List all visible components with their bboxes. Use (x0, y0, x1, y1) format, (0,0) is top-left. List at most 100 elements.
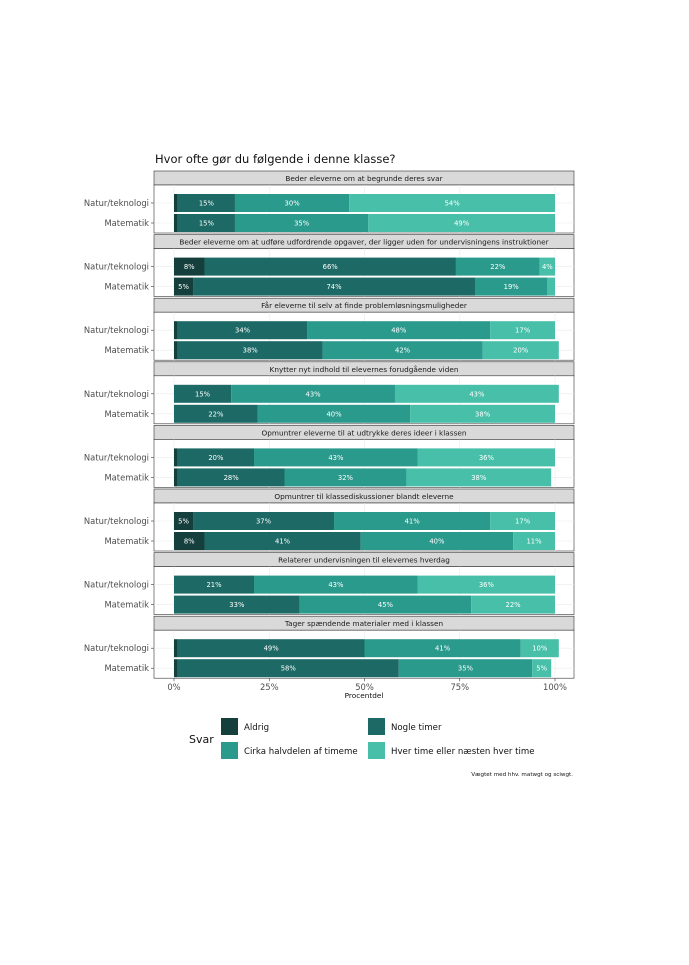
bar-segment (177, 639, 365, 658)
data-label: 45% (378, 601, 394, 609)
y-tick-label: Natur/teknologi (84, 516, 149, 526)
bar-segment (254, 448, 418, 467)
bar-segment (490, 321, 555, 340)
bar-segment (257, 404, 411, 423)
bar-segment (539, 257, 555, 276)
caption: Vægtet med hhv. matwgt og sciwgt. (471, 772, 573, 778)
y-tick-label: Matematik (104, 282, 149, 292)
bar-segment (406, 468, 552, 487)
bar-segment (394, 384, 559, 403)
facet-panel: Får eleverne til selv at finde problemlø… (84, 297, 575, 361)
y-tick-label: Natur/teknologi (84, 262, 149, 272)
bar-segment (177, 194, 235, 212)
bar-segment (174, 277, 194, 296)
bar-segment (417, 575, 555, 594)
bar-segment (174, 384, 232, 403)
bar-segment (284, 468, 407, 487)
bar-segment (204, 257, 456, 276)
data-label: 48% (391, 327, 407, 335)
bar-segment (349, 194, 555, 212)
y-tick-label: Matematik (104, 663, 149, 673)
data-label: 10% (532, 645, 548, 653)
data-label: 5% (536, 665, 547, 673)
x-axis-label: Procentdel (345, 691, 384, 700)
y-tick-label: Natur/teknologi (84, 389, 149, 399)
bar-segment (547, 277, 555, 296)
data-label: 38% (471, 474, 487, 482)
bar-segment (174, 512, 194, 530)
bar-segment (417, 448, 555, 467)
data-label: 42% (395, 347, 411, 355)
y-tick-label: Natur/teknologi (84, 643, 149, 653)
data-label: 40% (326, 410, 342, 418)
y-tick-label: Natur/teknologi (84, 325, 149, 335)
bar-segment (174, 257, 205, 276)
bar-segment (174, 575, 255, 594)
legend-label: Hver time eller næsten hver time (391, 747, 535, 757)
bar-segment (174, 639, 178, 658)
facet-panel: Tager spændende materialer med i klassen… (84, 615, 575, 679)
y-tick-label: Natur/teknologi (84, 580, 149, 590)
data-label: 22% (208, 410, 224, 418)
bar-segment (398, 659, 533, 678)
bar-segment (174, 214, 178, 232)
data-label: 41% (405, 518, 421, 526)
y-tick-label: Natur/teknologi (84, 198, 149, 208)
y-tick-label: Matematik (104, 536, 149, 546)
bar-segment (234, 214, 369, 232)
data-label: 38% (243, 347, 259, 355)
facet-panels: Beder eleverne om at begrunde deres svar… (84, 170, 575, 679)
data-label: 49% (454, 220, 470, 228)
bar-segment (334, 512, 491, 530)
data-label: 8% (184, 538, 195, 546)
x-tick-label: 100% (543, 682, 567, 692)
legend-key (221, 718, 238, 735)
data-label: 19% (504, 283, 520, 291)
data-label: 36% (479, 454, 495, 462)
bar-segment (177, 321, 308, 340)
data-label: 33% (229, 601, 245, 609)
facet-strip-label: Beder eleverne om at udføre udfordrende … (179, 238, 548, 247)
data-label: 28% (224, 474, 240, 482)
bar-segment (174, 321, 178, 340)
legend-title: Svar (189, 733, 214, 746)
data-label: 5% (178, 283, 189, 291)
data-label: 21% (206, 581, 222, 589)
facet-panel: Opmuntrer til klassediskussioner blandt … (84, 488, 575, 552)
facet-strip-label: Tager spændende materialer med i klassen (284, 619, 443, 628)
facet-strip-label: Knytter nyt indhold til elevernes forudg… (270, 365, 459, 374)
data-label: 54% (445, 200, 461, 208)
data-label: 43% (306, 390, 322, 398)
x-tick-label: 0% (167, 682, 180, 692)
bar-segment (410, 404, 555, 423)
x-tick-label: 75% (450, 682, 469, 692)
data-label: 15% (195, 390, 211, 398)
facet-panel: Beder eleverne om at begrunde deres svar… (84, 170, 575, 234)
x-tick-label: 25% (260, 682, 279, 692)
bar-segment (174, 404, 258, 423)
data-label: 22% (490, 263, 506, 271)
bar-segment (174, 532, 205, 550)
data-label: 38% (475, 410, 491, 418)
data-label: 43% (469, 390, 485, 398)
bar-segment (193, 277, 475, 296)
y-tick-label: Matematik (104, 409, 149, 419)
bar-segment (322, 341, 483, 360)
bar-segment (204, 532, 361, 550)
bar-segment (234, 194, 350, 212)
bar-segment (490, 512, 555, 530)
bar-segment (177, 468, 285, 487)
bar-segment (364, 639, 521, 658)
data-label: 36% (479, 581, 495, 589)
facet-strip-label: Relaterer undervisningen til elevernes h… (278, 556, 450, 565)
bar-segment (368, 214, 555, 232)
data-label: 11% (526, 538, 542, 546)
data-label: 43% (328, 454, 344, 462)
y-tick-label: Matematik (104, 218, 149, 228)
data-label: 35% (458, 665, 474, 673)
facet-strip-label: Opmuntrer eleverne til at udtrykke deres… (261, 428, 466, 437)
legend-key (368, 718, 385, 735)
bar-segment (193, 512, 335, 530)
data-label: 17% (515, 327, 531, 335)
data-label: 15% (199, 200, 215, 208)
